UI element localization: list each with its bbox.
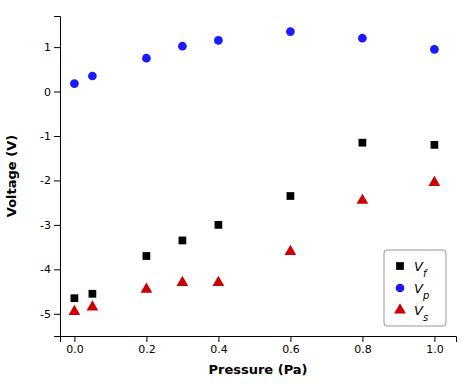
point: [215, 221, 223, 229]
tick: 0.8: [354, 336, 372, 356]
tick: -1: [40, 130, 60, 143]
tick-mark: [146, 336, 147, 342]
series: [70, 27, 439, 88]
plot-area: 0.0 0.2 0.4 0.6 0.8 1.0 -5 -4 -3 -2 -1 0 1 VfVpVs: [40, 17, 456, 356]
point: [177, 276, 189, 286]
tick-label: 0.0: [66, 343, 84, 356]
point: [142, 54, 151, 63]
tick-mark: [54, 225, 60, 226]
point: [88, 72, 97, 81]
point: [359, 139, 367, 147]
tick-mark: [54, 47, 60, 48]
legend-label: Vs: [414, 303, 428, 323]
tick-label: 0.8: [354, 343, 372, 356]
tick-label: 0.4: [210, 343, 228, 356]
legend-symbol: [396, 262, 404, 270]
tick-label: -1: [40, 130, 51, 143]
point: [70, 79, 79, 88]
point: [179, 237, 187, 245]
tick: 1: [44, 41, 60, 54]
tick-label: -5: [40, 308, 51, 321]
point: [69, 305, 81, 315]
legend-frame: [384, 250, 446, 326]
axis-line: [54, 17, 61, 337]
tick: 0.6: [282, 336, 300, 356]
legend-label: Vp: [414, 281, 429, 301]
tick-label: 1.0: [426, 343, 444, 356]
tick-label: -3: [40, 219, 51, 232]
axis-line: [61, 337, 457, 343]
legend-item: Vs: [394, 303, 428, 323]
tick-mark: [54, 92, 60, 93]
point: [287, 192, 295, 200]
point: [285, 245, 297, 255]
point: [178, 42, 187, 51]
point: [143, 252, 151, 260]
tick-mark: [54, 269, 60, 270]
point: [357, 194, 369, 204]
legend: VfVpVs: [384, 250, 446, 326]
point: [358, 34, 367, 43]
tick: 0.0: [66, 336, 84, 356]
point: [87, 300, 99, 310]
point: [431, 141, 439, 149]
tick-mark: [434, 336, 435, 342]
tick-label: -2: [40, 174, 51, 187]
tick-mark: [54, 136, 60, 137]
legend-item: Vf: [396, 259, 428, 279]
point: [286, 27, 295, 36]
chart: 0.0 0.2 0.4 0.6 0.8 1.0 -5 -4 -3 -2 -1 0 1 VfVpVs Pres…: [0, 0, 474, 384]
tick-mark: [54, 314, 60, 315]
x-axis-title: Pressure (Pa): [208, 362, 307, 377]
tick: -5: [40, 308, 60, 321]
point: [71, 294, 79, 302]
legend-item: Vp: [396, 281, 430, 301]
y-axis: -5 -4 -3 -2 -1 0 1: [40, 17, 60, 337]
legend-label: Vf: [414, 259, 428, 279]
tick-label: 0.6: [282, 343, 300, 356]
legend-symbol: [396, 284, 405, 293]
tick: 1.0: [426, 336, 444, 356]
point: [213, 276, 225, 286]
tick: -2: [40, 174, 60, 187]
y-axis-title: Voltage (V): [4, 135, 19, 217]
tick: -3: [40, 219, 60, 232]
series: [71, 139, 439, 302]
tick-mark: [74, 336, 75, 342]
tick: 0.2: [138, 336, 156, 356]
tick-mark: [54, 180, 60, 181]
x-axis: 0.0 0.2 0.4 0.6 0.8 1.0: [61, 336, 457, 356]
point: [89, 290, 97, 298]
tick-mark: [218, 336, 219, 342]
tick-label: 0: [44, 86, 51, 99]
point: [214, 36, 223, 45]
tick-mark: [290, 336, 291, 342]
tick: 0: [44, 86, 60, 99]
tick-label: 1: [44, 41, 51, 54]
legend-symbol: [394, 303, 406, 313]
point: [429, 176, 441, 186]
tick-mark: [362, 336, 363, 342]
tick: -4: [40, 263, 60, 276]
chart-container: 0.0 0.2 0.4 0.6 0.8 1.0 -5 -4 -3 -2 -1 0 1 VfVpVs Pres…: [0, 0, 474, 384]
tick-label: -4: [40, 263, 51, 276]
point: [141, 283, 153, 293]
point: [430, 45, 439, 54]
tick-label: 0.2: [138, 343, 156, 356]
tick: 0.4: [210, 336, 228, 356]
